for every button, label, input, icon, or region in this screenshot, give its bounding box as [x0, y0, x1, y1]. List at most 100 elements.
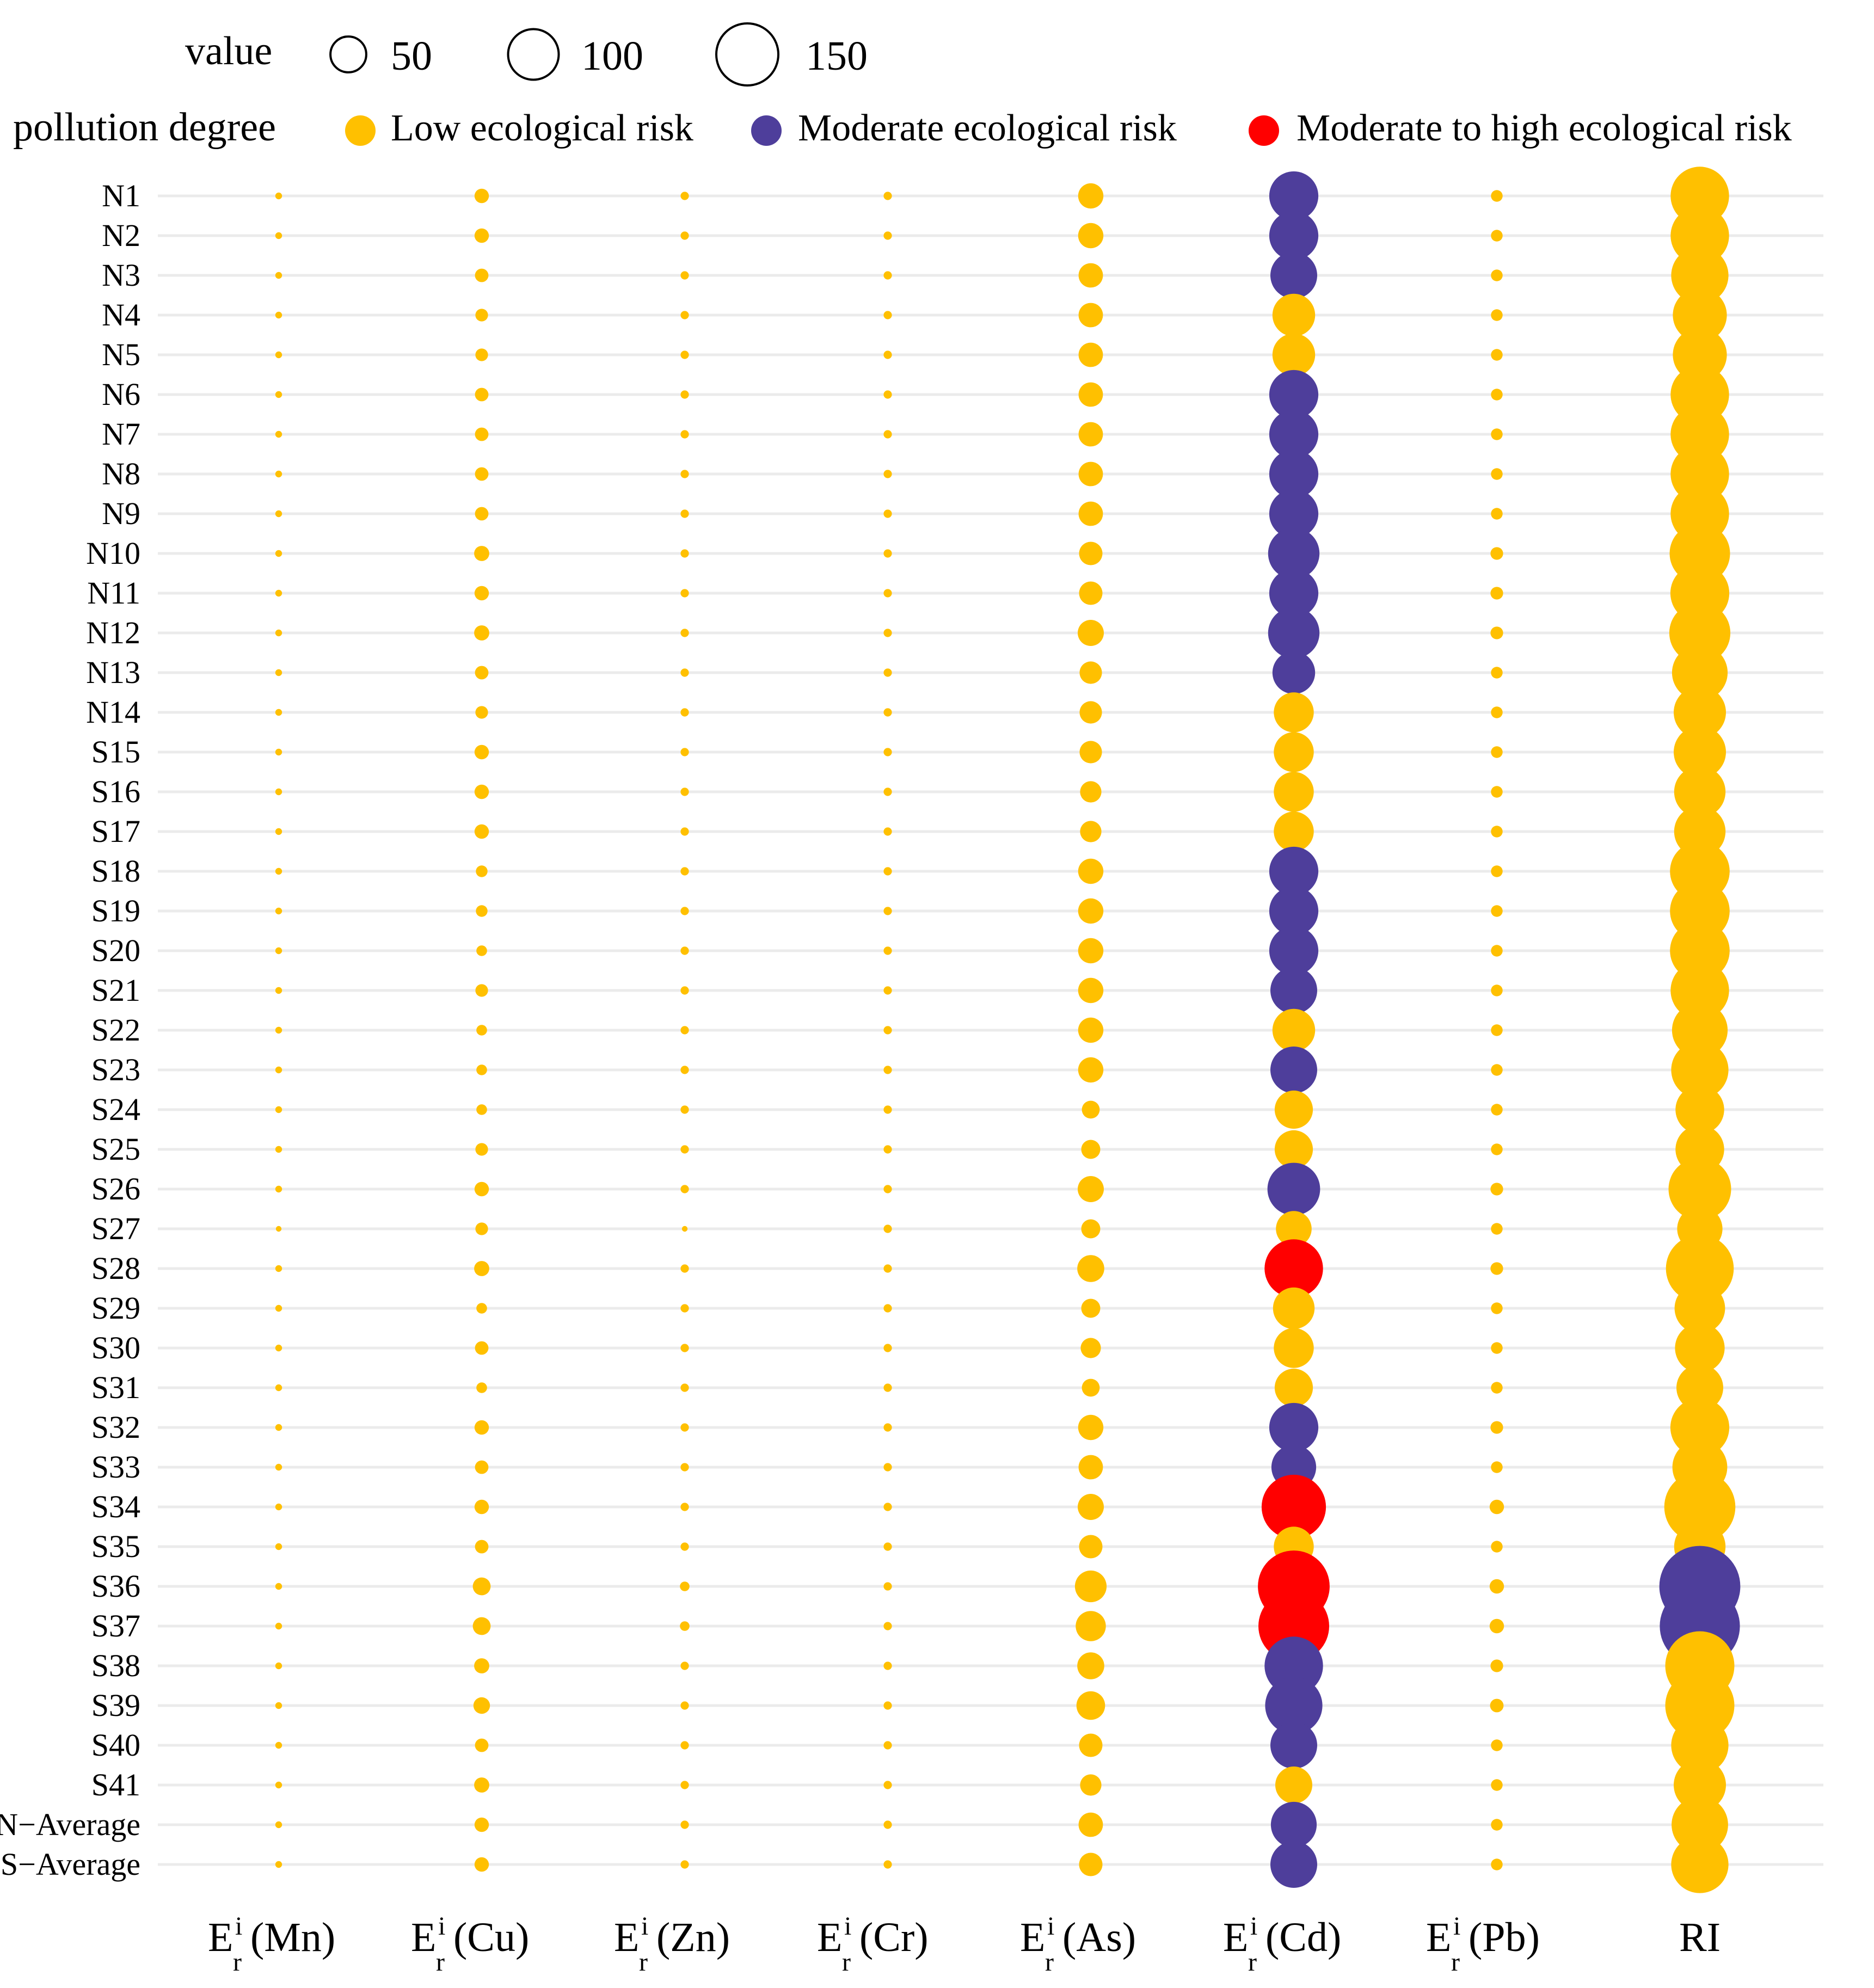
data-point: [1079, 541, 1103, 565]
data-point: [883, 1304, 892, 1313]
data-point: [680, 1621, 690, 1631]
data-point: [275, 589, 282, 597]
data-point: [1491, 746, 1503, 758]
data-point: [680, 350, 689, 359]
data-point: [1671, 1836, 1729, 1893]
data-point: [1077, 1652, 1104, 1679]
data-point: [1490, 587, 1503, 600]
data-point: [1080, 1338, 1101, 1358]
data-point: [275, 1424, 282, 1431]
data-point: [275, 788, 282, 796]
data-point: [1490, 547, 1503, 560]
data-point: [1276, 1211, 1312, 1247]
data-point: [883, 589, 892, 598]
y-tick-label: S15: [91, 734, 140, 770]
data-point: [475, 984, 488, 997]
data-point: [1670, 1398, 1730, 1457]
data-point: [1274, 1368, 1313, 1407]
y-tick-label: N8: [102, 456, 140, 491]
data-point: [1672, 1002, 1728, 1058]
data-point: [474, 228, 489, 243]
x-tick-main: E: [208, 1915, 233, 1960]
data-point: [680, 1026, 689, 1035]
data-point: [275, 669, 282, 676]
data-point: [1274, 811, 1314, 852]
data-point: [680, 668, 689, 677]
data-point: [680, 1463, 689, 1472]
data-point: [883, 1661, 892, 1670]
data-point: [883, 1820, 892, 1829]
color-legend-key: [1249, 115, 1279, 146]
size-legend-label: 50: [391, 33, 432, 79]
data-point: [475, 706, 488, 719]
data-point: [275, 1622, 282, 1630]
x-tick-main: E: [1223, 1915, 1248, 1960]
data-point: [1080, 1774, 1102, 1796]
data-point: [883, 1860, 892, 1869]
data-point: [1670, 961, 1729, 1020]
data-point: [680, 1781, 689, 1789]
data-point: [1078, 501, 1103, 526]
data-point: [1079, 1733, 1103, 1757]
data-point: [1491, 1223, 1503, 1235]
data-point: [1078, 977, 1104, 1004]
y-tick-label: N5: [102, 337, 140, 372]
data-point: [1267, 1162, 1320, 1216]
data-point: [680, 748, 689, 756]
data-point: [474, 188, 489, 204]
data-point: [1269, 211, 1319, 261]
y-tick-label: S23: [91, 1052, 140, 1087]
data-point: [883, 1224, 892, 1233]
data-point: [680, 1185, 689, 1193]
data-point: [1274, 1090, 1313, 1129]
data-point: [1079, 661, 1102, 684]
data-point: [275, 311, 282, 319]
x-tick-sub: r: [1248, 1948, 1257, 1977]
size-legend-label: 100: [581, 33, 643, 79]
y-tick-label: S40: [91, 1727, 140, 1763]
y-tick-label: S27: [91, 1211, 140, 1246]
data-point: [275, 1384, 282, 1392]
data-point: [1490, 1421, 1503, 1434]
data-point: [680, 1423, 689, 1432]
data-point: [1076, 1691, 1105, 1720]
y-tick-label: S19: [91, 893, 140, 928]
data-point: [680, 311, 689, 319]
data-point: [1491, 190, 1503, 202]
data-point: [1491, 468, 1503, 480]
data-point: [680, 1304, 689, 1313]
data-point: [474, 1777, 489, 1793]
data-point: [1078, 303, 1103, 328]
data-point: [883, 509, 892, 518]
data-point: [883, 1264, 892, 1273]
data-point: [1082, 1378, 1100, 1397]
data-point: [275, 1146, 282, 1153]
data-point: [1078, 342, 1103, 367]
data-point: [1491, 984, 1503, 996]
data-point: [1491, 230, 1503, 242]
data-point: [883, 1066, 892, 1074]
data-point: [1671, 1041, 1729, 1099]
data-point: [1672, 644, 1728, 701]
data-point: [680, 946, 689, 955]
data-point: [680, 1344, 689, 1352]
data-point: [883, 192, 892, 200]
data-point: [1673, 328, 1727, 382]
y-tick-label: S16: [91, 774, 140, 809]
data-point: [275, 272, 282, 279]
data-point: [680, 629, 689, 637]
data-point: [1671, 1716, 1729, 1774]
color-legend-label: Moderate to high ecological risk: [1297, 107, 1792, 149]
data-point: [883, 1026, 892, 1035]
data-point: [883, 1105, 892, 1114]
y-tick-label: S20: [91, 933, 140, 968]
data-point: [680, 708, 689, 717]
data-point: [1274, 732, 1314, 772]
data-point: [475, 1143, 488, 1156]
data-point: [275, 1066, 282, 1074]
data-point: [680, 787, 689, 796]
data-point: [680, 1383, 689, 1392]
x-tick-sup: i: [1250, 1912, 1257, 1941]
data-point: [1491, 428, 1503, 440]
